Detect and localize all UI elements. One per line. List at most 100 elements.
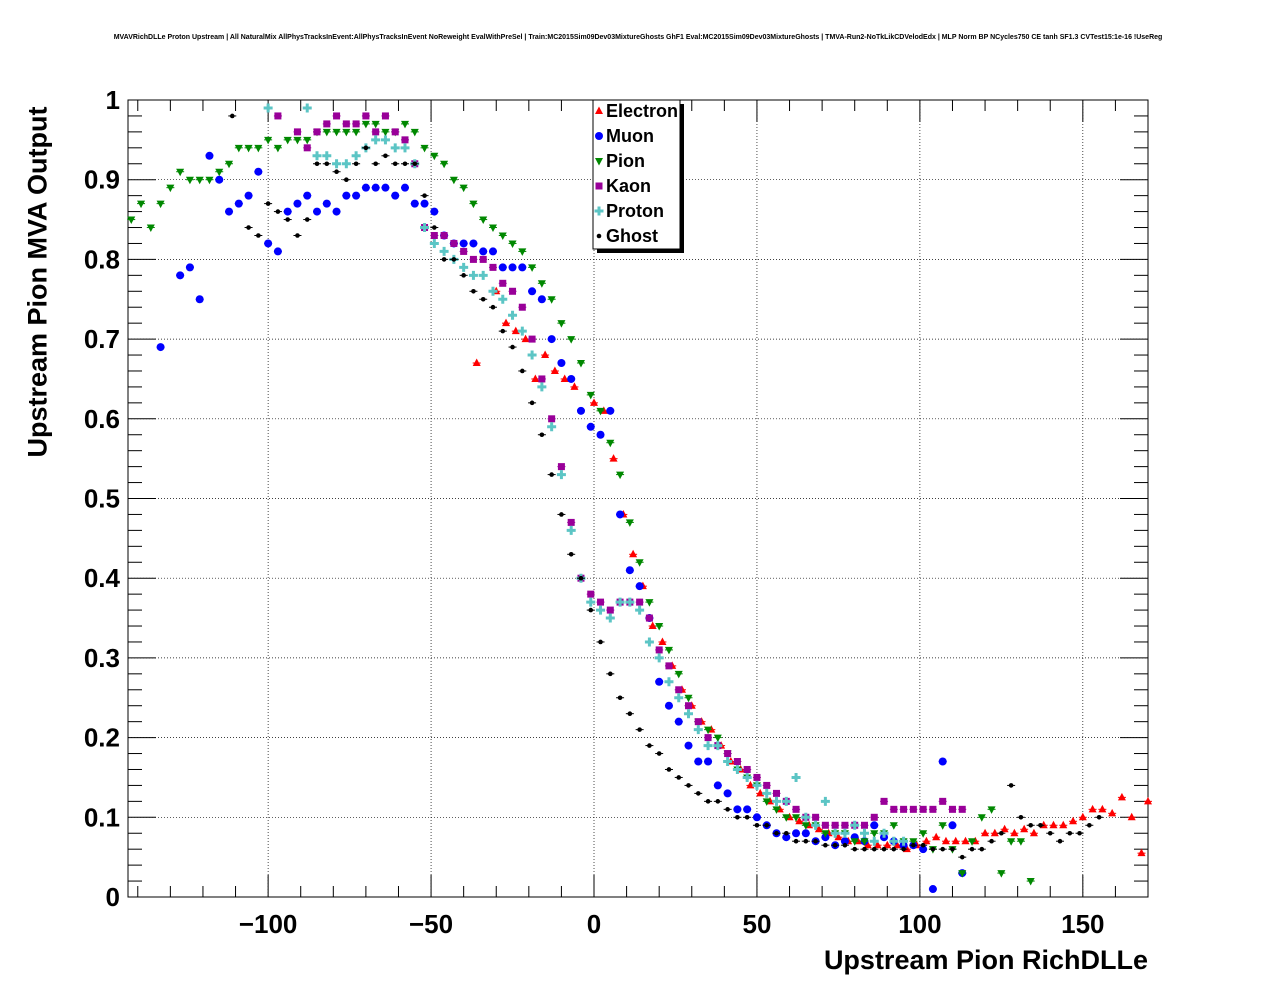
marker xyxy=(752,780,762,790)
marker xyxy=(870,821,879,830)
data-point-proton xyxy=(341,159,351,169)
marker xyxy=(595,132,603,140)
data-point-electron xyxy=(961,836,970,845)
data-point-ghost xyxy=(704,799,713,804)
data-point-muon xyxy=(547,335,556,344)
data-point-pion xyxy=(606,439,615,448)
data-point-muon xyxy=(576,406,585,415)
data-point-ghost xyxy=(968,846,977,852)
marker xyxy=(472,358,481,367)
marker xyxy=(587,590,595,598)
x-tick-label: 50 xyxy=(742,909,771,939)
data-point-pion xyxy=(254,144,263,153)
data-point-pion xyxy=(1007,838,1016,846)
marker xyxy=(979,846,985,852)
data-point-kaon xyxy=(743,765,752,773)
marker xyxy=(664,677,674,687)
data-point-muon xyxy=(674,717,683,726)
data-point-electron xyxy=(1127,812,1136,821)
marker xyxy=(469,200,478,209)
marker xyxy=(1069,816,1078,825)
data-point-proton xyxy=(684,709,694,719)
data-point-electron xyxy=(1108,808,1117,817)
data-point-electron xyxy=(932,832,941,841)
marker xyxy=(274,112,282,120)
data-point-pion xyxy=(674,670,683,679)
marker xyxy=(606,439,615,448)
marker xyxy=(341,159,351,169)
marker xyxy=(1144,796,1152,805)
data-point-proton xyxy=(615,597,625,607)
data-point-pion xyxy=(684,694,693,703)
data-point-pion xyxy=(264,136,273,145)
marker xyxy=(488,224,497,233)
data-point-muon xyxy=(596,430,605,439)
marker xyxy=(1008,783,1014,788)
marker xyxy=(834,832,843,841)
data-point-kaon xyxy=(655,646,664,654)
marker xyxy=(919,845,928,854)
data-point-muon xyxy=(537,295,546,304)
data-point-muon xyxy=(625,566,634,575)
data-point-ghost xyxy=(840,842,849,848)
data-point-ghost xyxy=(616,695,625,701)
marker xyxy=(792,805,800,813)
marker xyxy=(549,472,554,477)
marker xyxy=(342,191,351,200)
marker xyxy=(860,838,869,846)
marker xyxy=(879,828,889,838)
marker xyxy=(392,161,398,167)
data-point-proton xyxy=(703,741,713,751)
data-point-proton xyxy=(351,151,361,161)
marker xyxy=(746,780,755,789)
marker xyxy=(704,734,712,742)
data-point-electron xyxy=(531,374,540,382)
data-point-muon xyxy=(635,582,644,591)
data-point-proton xyxy=(635,605,645,615)
marker xyxy=(645,599,654,607)
data-point-ghost xyxy=(1007,783,1016,788)
y-tick-label: 0.4 xyxy=(84,563,121,593)
data-point-muon xyxy=(928,885,937,894)
data-point-ghost xyxy=(488,304,497,310)
data-point-muon xyxy=(225,207,234,216)
marker xyxy=(1010,828,1019,837)
marker xyxy=(550,366,559,374)
data-point-muon xyxy=(264,239,273,248)
data-point-ghost xyxy=(283,217,292,222)
marker xyxy=(185,176,194,185)
data-point-pion xyxy=(977,814,986,822)
data-point-proton xyxy=(732,764,742,774)
data-point-proton xyxy=(771,796,781,806)
marker xyxy=(948,805,956,813)
data-point-electron xyxy=(1098,804,1107,813)
marker xyxy=(658,637,667,645)
marker xyxy=(664,646,673,655)
marker xyxy=(586,597,596,607)
marker xyxy=(1137,848,1146,857)
data-point-proton xyxy=(879,828,889,838)
marker xyxy=(703,741,713,751)
data-point-ghost xyxy=(752,822,761,828)
data-point-kaon xyxy=(928,805,937,813)
marker xyxy=(629,549,638,558)
marker xyxy=(922,836,931,845)
data-point-kaon xyxy=(919,805,928,813)
data-point-muon xyxy=(498,263,507,272)
data-point-kaon xyxy=(313,128,322,136)
marker xyxy=(990,828,999,837)
data-point-ghost xyxy=(1046,830,1055,836)
marker xyxy=(264,239,273,248)
marker xyxy=(293,136,302,145)
data-point-muon xyxy=(694,757,703,766)
marker xyxy=(332,207,341,216)
data-point-pion xyxy=(332,128,341,137)
data-point-ghost xyxy=(889,846,898,852)
marker xyxy=(527,350,537,360)
data-point-proton xyxy=(508,310,518,320)
data-point-proton xyxy=(830,828,840,838)
marker xyxy=(793,838,799,844)
data-point-pion xyxy=(283,136,292,145)
data-point-proton xyxy=(723,757,733,767)
marker xyxy=(518,303,526,311)
